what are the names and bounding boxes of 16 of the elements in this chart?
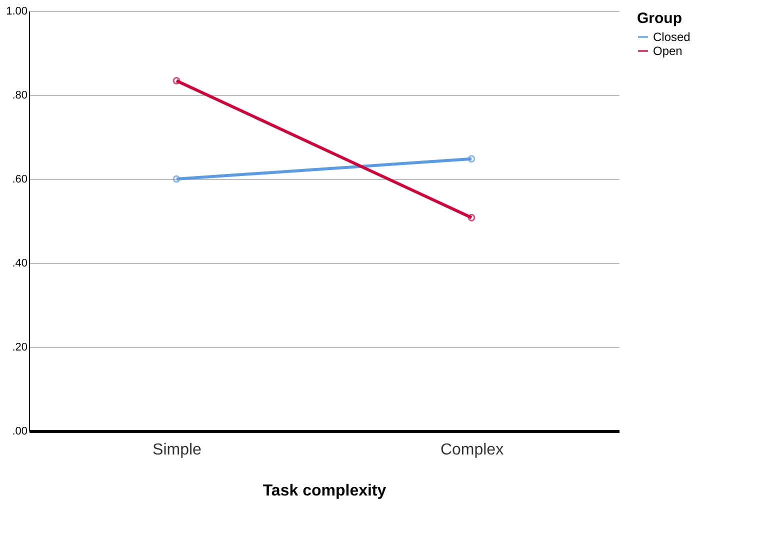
point: [172, 77, 180, 84]
legend-label: Open: [653, 44, 682, 58]
legend-label: Closed: [653, 30, 690, 44]
y-tick-label: .60: [12, 174, 28, 186]
x-tick-label: Simple: [152, 442, 202, 458]
point: [468, 214, 476, 222]
y-tick-label: 1.00: [6, 6, 28, 18]
y-tick-label: .00: [12, 426, 28, 438]
x-axis-title: Task complexity: [262, 482, 386, 500]
y-tick-label: .40: [12, 258, 28, 270]
y-tick-label: .80: [12, 90, 28, 102]
x-tick-label: Complex: [440, 442, 504, 458]
y-tick-label: .20: [12, 342, 28, 354]
legend-title: Group: [637, 10, 682, 27]
point: [468, 155, 476, 163]
point: [172, 175, 180, 183]
